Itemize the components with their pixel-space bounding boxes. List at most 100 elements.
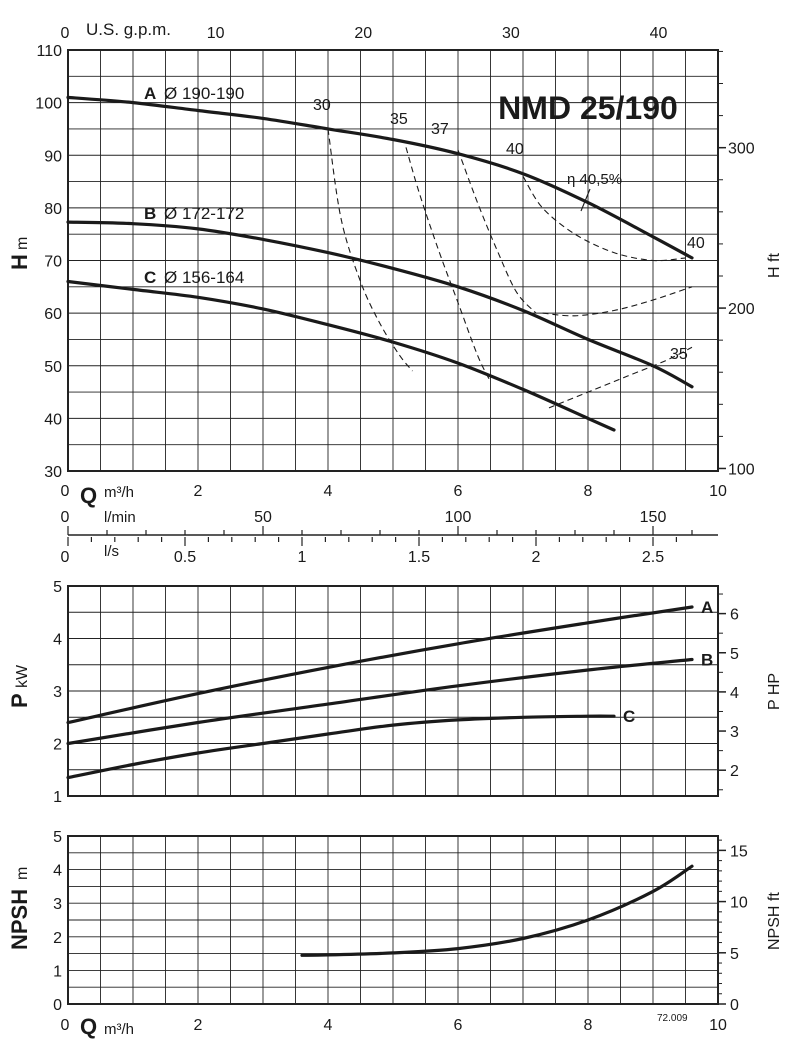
efficiency-pointer	[580, 188, 591, 212]
npsh-x-tick: 2	[194, 1017, 203, 1034]
npsh-y-tick: 5	[53, 829, 62, 846]
npsh-y-tick: 3	[53, 896, 62, 913]
efficiency-curve-2	[457, 149, 537, 314]
head-ft-tick: 100	[728, 461, 755, 478]
efficiency-value-4: 40	[687, 235, 705, 252]
power-y-label-main: P	[7, 693, 32, 708]
power-hp-tick: 3	[730, 724, 739, 741]
npsh-y-tick: 2	[53, 930, 62, 947]
power-hp-tick: 6	[730, 607, 739, 624]
efficiency-curve-4	[542, 286, 693, 317]
model-title: NMD 25/190	[498, 90, 678, 126]
head-y-label-unit: m	[14, 237, 31, 250]
head-curve-letter-a: A	[144, 84, 156, 103]
npsh-x-tick: 6	[454, 1017, 463, 1034]
npsh-ft-tick: 15	[730, 843, 748, 860]
gpm-tick: 0	[61, 25, 70, 42]
head-x-tick: 6	[454, 483, 463, 500]
power-hp-tick: 4	[730, 685, 739, 702]
gpm-tick: 10	[207, 25, 225, 42]
lmin-tick: 150	[640, 509, 667, 526]
head-x-label-main: Q	[80, 483, 97, 508]
npsh-x-tick: 8	[584, 1017, 593, 1034]
head-y-label-main: H	[7, 254, 32, 270]
npsh-ft-tick: 0	[730, 997, 739, 1014]
npsh-y-tick: 1	[53, 963, 62, 980]
head-curve-diameter-c: Ø 156-164	[164, 268, 244, 287]
head-curve-c	[66, 279, 616, 432]
label-layer: NMD 25/190 U.S. g.p.m. H m H ft Q m³/h l…	[7, 20, 783, 1039]
power-y-tick: 5	[53, 579, 62, 596]
head-y-tick: 90	[44, 148, 62, 165]
gpm-tick: 30	[502, 25, 520, 42]
head-y-tick: 40	[44, 411, 62, 428]
head-ft-tick: 200	[728, 301, 755, 318]
power-curve-label-a: A	[701, 598, 713, 617]
npsh-x-tick: 0	[61, 1017, 70, 1034]
head-curve-letter-b: B	[144, 204, 156, 223]
npsh-curve	[300, 864, 694, 957]
efficiency-value-3: 40	[506, 141, 524, 158]
ls-tick: 1	[298, 549, 307, 566]
head-y-right-label: H ft	[766, 253, 783, 278]
power-curve-c	[66, 714, 616, 780]
head-y-tick: 80	[44, 201, 62, 218]
power-curve-label-c: C	[623, 707, 635, 726]
lmin-tick: 50	[254, 509, 272, 526]
ls-tick: 2.5	[642, 549, 664, 566]
ls-tick: 0.5	[174, 549, 196, 566]
head-x-tick: 4	[324, 483, 333, 500]
head-x-tick: 2	[194, 483, 203, 500]
efficiency-value-5: 35	[670, 346, 688, 363]
head-curve-a	[66, 95, 694, 260]
ls-tick: 1.5	[408, 549, 430, 566]
top-axis-label: U.S. g.p.m.	[86, 20, 171, 39]
head-x-label-unit: m³/h	[104, 484, 134, 501]
efficiency-value-1: 35	[390, 111, 408, 128]
head-y-tick: 110	[36, 43, 62, 60]
efficiency-curve-5	[548, 346, 693, 409]
power-y-tick: 4	[53, 632, 62, 649]
npsh-y-tick: 0	[53, 997, 62, 1014]
head-curve-diameter-b: Ø 172-172	[164, 204, 244, 223]
power-hp-tick: 5	[730, 646, 739, 663]
head-curve-diameter-a: Ø 190-190	[164, 84, 244, 103]
efficiency-curve-1	[405, 147, 491, 382]
power-y-label-unit: kW	[14, 664, 31, 688]
npsh-y-label-unit: m	[14, 867, 31, 880]
grid-layer	[67, 49, 726, 1005]
efficiency-value-2: 37	[431, 121, 449, 138]
ls-tick: 0	[61, 549, 70, 566]
npsh-y-right-label: NPSH ft	[766, 892, 783, 950]
lmin-label: l/min	[104, 509, 136, 526]
head-x-tick: 10	[709, 483, 727, 500]
npsh-y-tick: 4	[53, 863, 62, 880]
lmin-tick: 100	[445, 509, 472, 526]
npsh-x-tick: 4	[324, 1017, 333, 1034]
power-y-tick: 1	[53, 789, 62, 806]
power-y-tick: 2	[53, 737, 62, 754]
head-y-tick: 60	[44, 306, 62, 323]
footer-code: 72.009	[657, 1013, 688, 1024]
ls-label: l/s	[104, 543, 119, 560]
power-y-right-label: P HP	[766, 673, 783, 710]
npsh-ft-tick: 5	[730, 946, 739, 963]
npsh-x-tick: 10	[709, 1017, 727, 1034]
head-x-tick: 0	[61, 483, 70, 500]
power-curve-a	[66, 605, 694, 725]
head-curve-letter-c: C	[144, 268, 156, 287]
head-curve-b	[66, 220, 694, 389]
head-x-tick: 8	[584, 483, 593, 500]
efficiency-value-0: 30	[313, 97, 331, 114]
head-y-tick: 100	[35, 96, 62, 113]
head-ft-tick: 300	[728, 141, 755, 158]
npsh-x-label-main: Q	[80, 1014, 97, 1039]
head-y-tick: 70	[44, 254, 62, 271]
efficiency-label: η 40,5%	[567, 171, 622, 188]
head-y-tick: 30	[44, 464, 62, 481]
npsh-ft-tick: 10	[730, 895, 748, 912]
npsh-x-label-unit: m³/h	[104, 1021, 134, 1038]
ls-tick: 2	[532, 549, 541, 566]
